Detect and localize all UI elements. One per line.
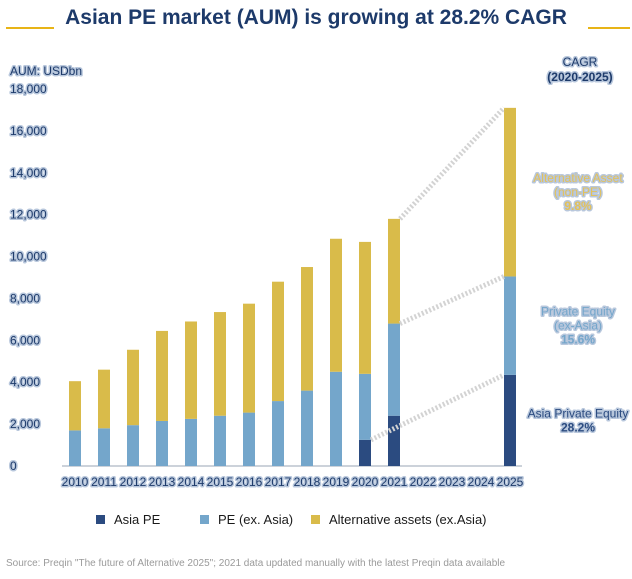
bar-segment-asia-pe-2021 (388, 415, 400, 466)
cagr-annotation-text: Alternative Asset (533, 171, 623, 185)
x-tick-label: 2014 (178, 475, 205, 489)
bar-segment-pe-ex-asia-2011 (98, 428, 110, 466)
x-tick-label: 2022 (410, 475, 437, 489)
bar-segment-alternative-assets-ex-asia-2015 (214, 312, 226, 416)
bar-segment-alternative-assets-ex-asia-2018 (301, 267, 313, 391)
bar-segment-alternative-assets-ex-asia-2012 (127, 349, 139, 426)
bar-segment-pe-ex-asia-2017 (272, 401, 284, 466)
cagr-annotation-text: (non-PE) (554, 185, 602, 199)
x-tick-label: 2024 (468, 475, 495, 489)
x-tick-label: 2013 (149, 475, 176, 489)
source-footnote: Source: Preqin "The future of Alternativ… (6, 558, 506, 569)
bar-segment-pe-ex-asia-2010 (69, 430, 81, 466)
y-tick-label: 8,000 (10, 291, 40, 305)
title-row: Asian PE market (AUM) is growing at 28.2… (0, 0, 632, 40)
bar-segment-asia-pe-2020 (359, 439, 371, 466)
chart-title: Asian PE market (AUM) is growing at 28.2… (65, 6, 567, 29)
cagr-annotation-text: (ex-Asia) (554, 319, 602, 333)
cagr-header-line: CAGR (563, 55, 598, 69)
x-tick-label: 2021 (381, 475, 408, 489)
cagr-connector-line (369, 372, 506, 443)
bar-segment-alternative-assets-ex-asia-2017 (272, 281, 284, 402)
bar-segment-alternative-assets-ex-asia-2010 (69, 381, 81, 431)
y-tick-label: 12,000 (10, 208, 47, 222)
bar-segment-alternative-assets-ex-asia-2014 (185, 321, 197, 419)
x-tick-label: 2020 (352, 475, 379, 489)
legend-item: Alternative assets (ex.Asia) (311, 512, 487, 527)
x-tick-label: 2010 (62, 475, 89, 489)
y-tick-label: 4,000 (10, 375, 40, 389)
x-tick-label: 2012 (120, 475, 147, 489)
x-tick-label: 2016 (236, 475, 263, 489)
bar-segment-pe-ex-asia-2018 (301, 390, 313, 466)
bar-segment-alternative-assets-ex-asia-2019 (330, 238, 342, 372)
title-accent-line-right (588, 27, 630, 29)
y-tick-label: 18,000 (10, 82, 47, 96)
x-tick-label: 2019 (323, 475, 350, 489)
bar-segment-alternative-assets-ex-asia-2011 (98, 369, 110, 429)
title-accent-line-left (6, 27, 54, 29)
y-tick-label: 16,000 (10, 124, 47, 138)
legend-label: PE (ex. Asia) (218, 512, 294, 527)
x-tick-label: 2018 (294, 475, 321, 489)
cagr-connector-line (398, 274, 506, 326)
y-tick-label: 14,000 (10, 166, 47, 180)
x-tick-label: 2017 (265, 475, 292, 489)
legend-swatch (96, 515, 105, 524)
cagr-annotation-text: 9.8% (564, 199, 592, 213)
cagr-connector-line (398, 106, 506, 221)
bar-segment-pe-ex-asia-2012 (127, 425, 139, 466)
x-tick-label: 2011 (91, 475, 117, 489)
bar-segment-pe-ex-asia-2025 (504, 276, 516, 375)
y-tick-label: 2,000 (10, 417, 40, 431)
cagr-annotation-text: Asia Private Equity (528, 406, 629, 420)
legend-swatch (200, 515, 209, 524)
bar-segment-pe-ex-asia-2015 (214, 415, 226, 466)
legend-swatch (311, 515, 320, 524)
legend-label: Asia PE (114, 512, 161, 527)
cagr-annotation-text: 28.2% (561, 420, 595, 434)
y-tick-label: 10,000 (10, 250, 47, 264)
bar-segment-alternative-assets-ex-asia-2020 (359, 241, 371, 374)
x-tick-label: 2015 (207, 475, 234, 489)
axis-unit-label: AUM: USDbn (10, 64, 82, 78)
y-tick-label: 6,000 (10, 333, 40, 347)
legend-label: Alternative assets (ex.Asia) (329, 512, 487, 527)
bar-segment-pe-ex-asia-2020 (359, 373, 371, 440)
cagr-header-line: (2020-2025) (547, 70, 612, 84)
legend-item: PE (ex. Asia) (200, 512, 293, 527)
bar-segment-pe-ex-asia-2016 (243, 412, 255, 466)
x-tick-label: 2023 (439, 475, 466, 489)
bar-segment-alternative-assets-ex-asia-2016 (243, 303, 255, 413)
legend-item: Asia PE (96, 512, 160, 527)
cagr-annotation-text: Private Equity (541, 305, 615, 319)
y-tick-label: 0 (10, 459, 17, 473)
bar-segment-alternative-assets-ex-asia-2025 (504, 107, 516, 277)
chart-legend: Asia PE PE (ex. Asia) Alternative assets (… (96, 512, 616, 532)
x-tick-label: 2025 (497, 475, 524, 489)
stacked-bar-chart: AUM: USDbn 0 2,000 4,000 6,000 8,000 10,000 12,… (9, 54, 630, 491)
bar-segment-pe-ex-asia-2021 (388, 323, 400, 416)
bar-segment-alternative-assets-ex-asia-2013 (156, 330, 168, 421)
cagr-annotation-text: 15.6% (561, 333, 595, 347)
bar-segment-pe-ex-asia-2013 (156, 420, 168, 466)
bar-segment-asia-pe-2025 (504, 374, 516, 466)
bar-segment-pe-ex-asia-2014 (185, 418, 197, 466)
bar-segment-alternative-assets-ex-asia-2021 (388, 218, 400, 324)
bar-segment-pe-ex-asia-2019 (330, 371, 342, 466)
